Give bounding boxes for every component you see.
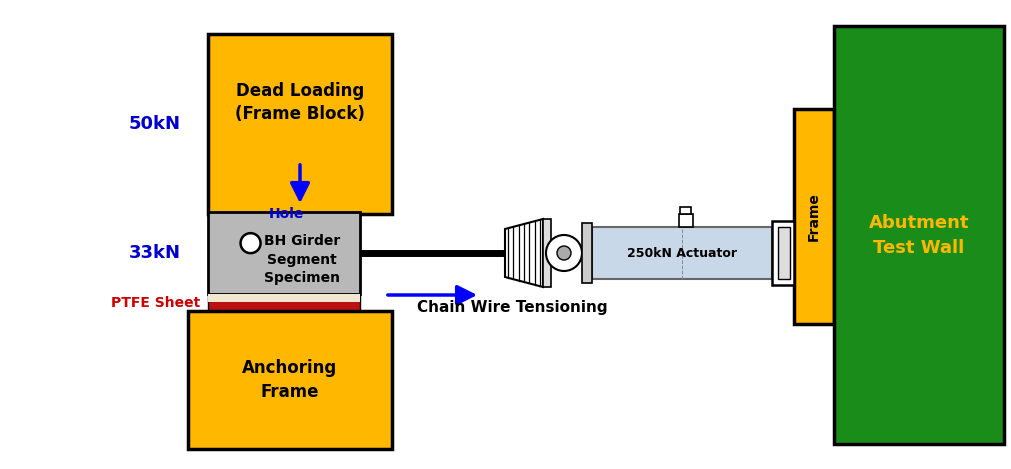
Text: PTFE Sheet: PTFE Sheet bbox=[111, 295, 200, 310]
Text: 33kN: 33kN bbox=[129, 244, 181, 262]
FancyBboxPatch shape bbox=[208, 294, 360, 311]
Text: Hole: Hole bbox=[269, 207, 304, 221]
FancyBboxPatch shape bbox=[678, 214, 693, 227]
Circle shape bbox=[546, 235, 582, 271]
Text: Dead Loading
(Frame Block): Dead Loading (Frame Block) bbox=[236, 82, 365, 123]
FancyBboxPatch shape bbox=[208, 303, 360, 311]
Text: 250kN Actuator: 250kN Actuator bbox=[627, 247, 737, 259]
FancyBboxPatch shape bbox=[188, 311, 392, 449]
FancyBboxPatch shape bbox=[208, 34, 392, 214]
FancyBboxPatch shape bbox=[208, 212, 360, 294]
FancyBboxPatch shape bbox=[592, 227, 772, 279]
FancyBboxPatch shape bbox=[208, 294, 360, 302]
FancyBboxPatch shape bbox=[680, 207, 692, 214]
FancyBboxPatch shape bbox=[772, 221, 794, 285]
Circle shape bbox=[557, 246, 571, 260]
Polygon shape bbox=[506, 219, 543, 287]
FancyBboxPatch shape bbox=[543, 219, 551, 287]
Text: BH Girder
Segment
Specimen: BH Girder Segment Specimen bbox=[264, 234, 341, 285]
FancyBboxPatch shape bbox=[778, 227, 790, 279]
Text: Abutment
Test Wall: Abutment Test Wall bbox=[868, 213, 970, 257]
Text: Frame: Frame bbox=[807, 192, 821, 241]
FancyBboxPatch shape bbox=[794, 109, 834, 324]
Text: Anchoring
Frame: Anchoring Frame bbox=[243, 359, 338, 401]
Circle shape bbox=[241, 233, 261, 253]
FancyBboxPatch shape bbox=[834, 26, 1004, 444]
Text: 50kN: 50kN bbox=[129, 115, 181, 133]
FancyBboxPatch shape bbox=[582, 223, 592, 283]
Text: Chain Wire Tensioning: Chain Wire Tensioning bbox=[418, 300, 608, 315]
